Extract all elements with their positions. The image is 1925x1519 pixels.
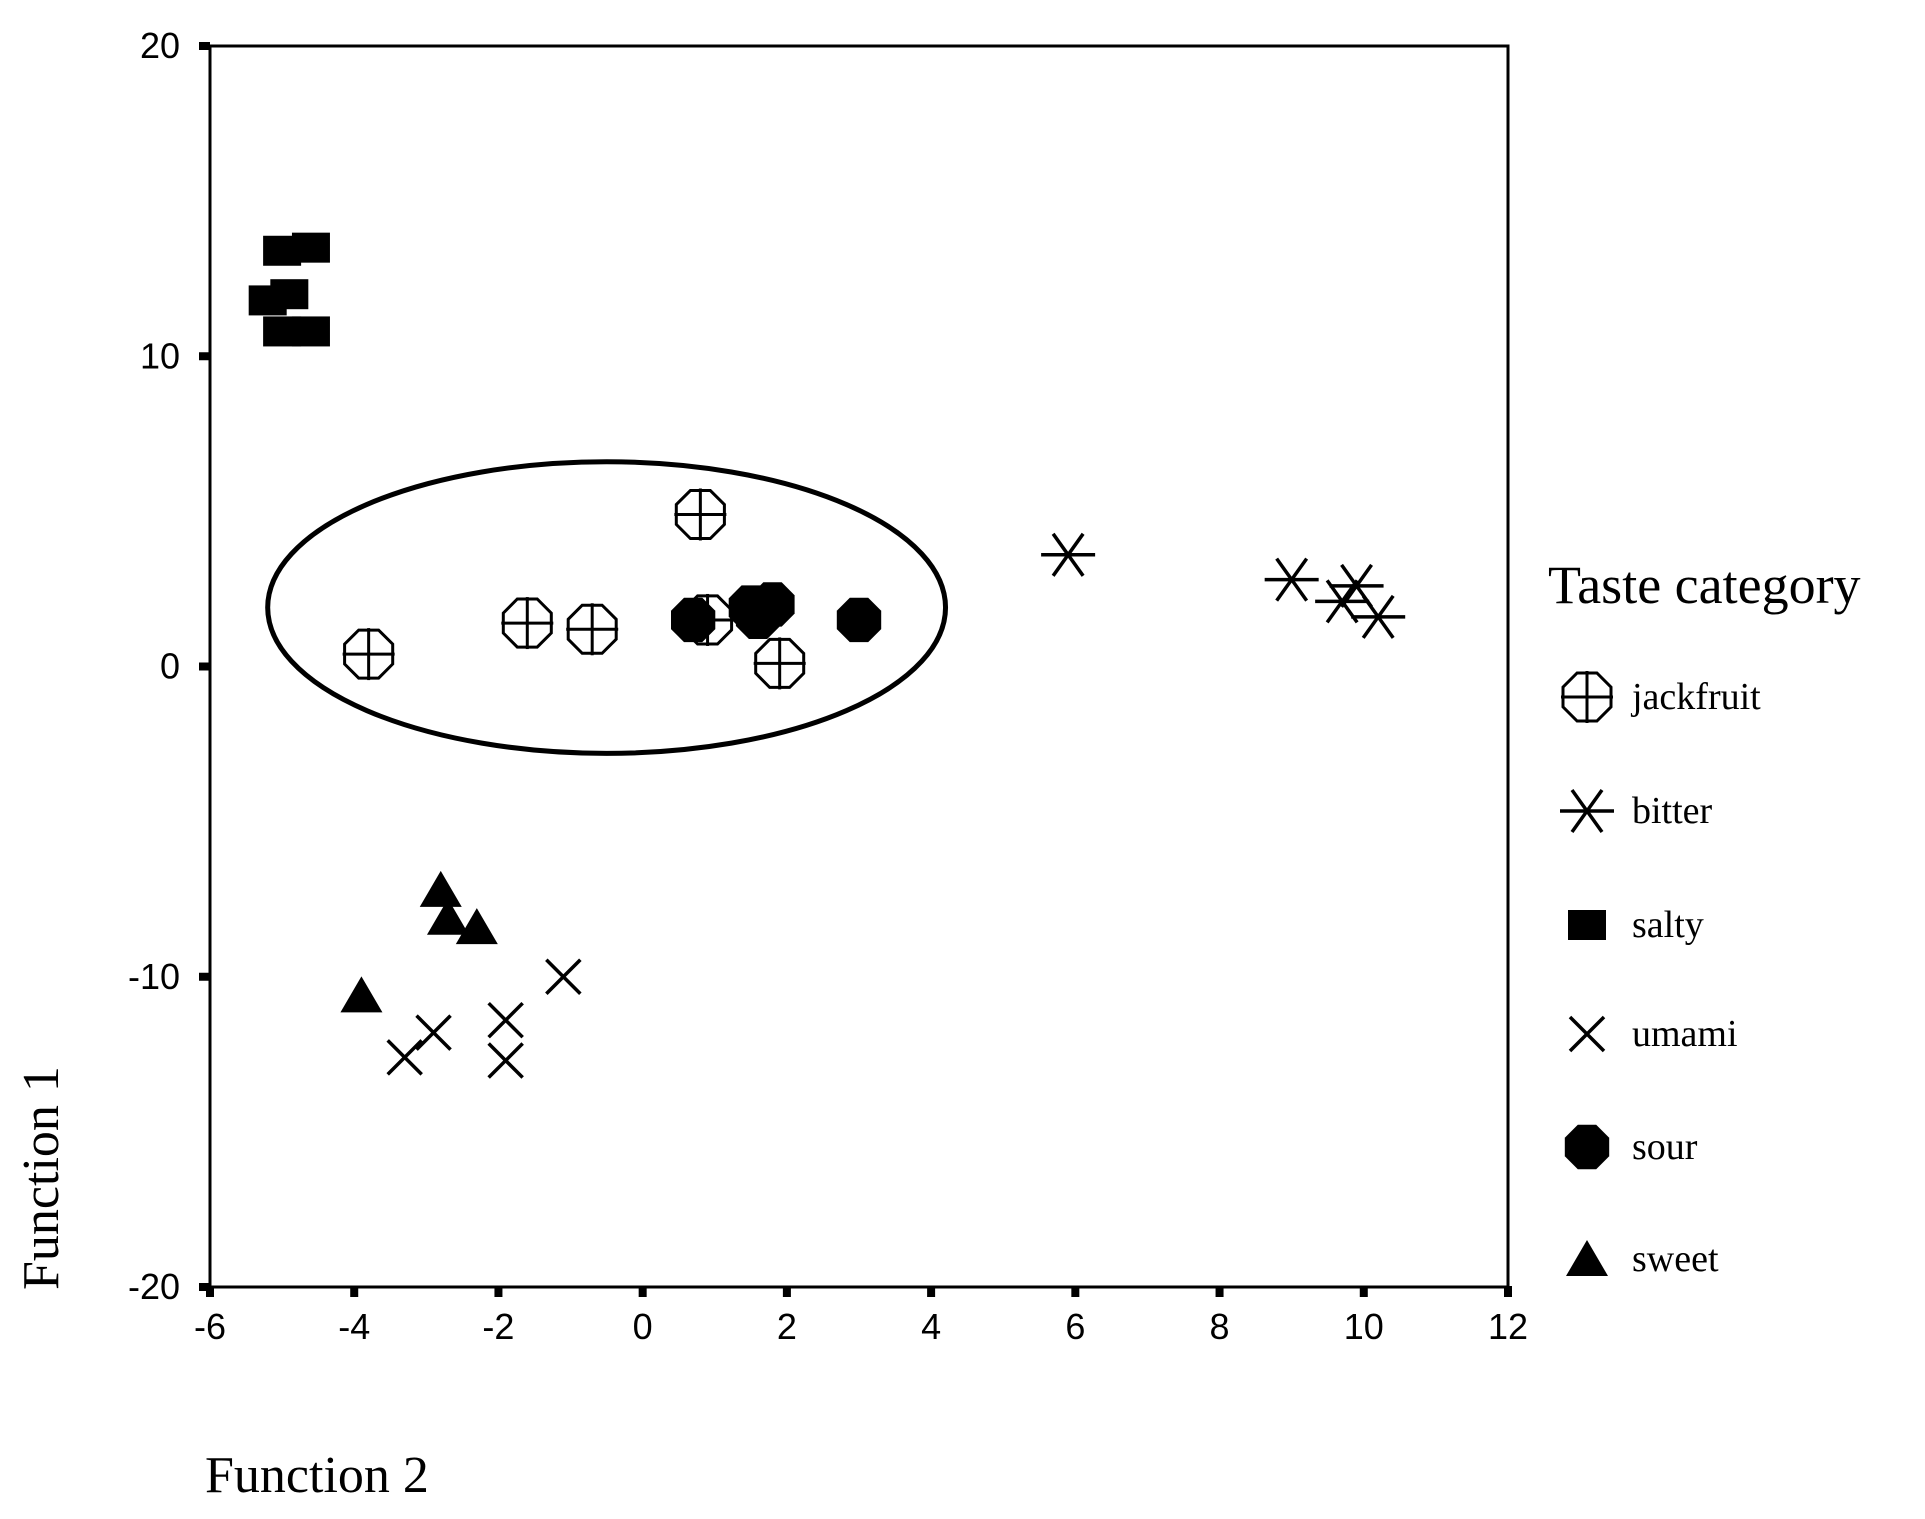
legend-label: salty	[1632, 904, 1704, 946]
plot-frame	[208, 44, 1510, 1289]
x-tick	[1071, 1286, 1080, 1297]
y-tick	[199, 42, 210, 50]
x-tick	[206, 1286, 214, 1297]
y-tick-label: 0	[160, 646, 180, 687]
x-tick-label: 10	[1344, 1306, 1384, 1347]
x-tick	[1215, 1286, 1224, 1297]
data-point-jackfruit	[342, 628, 395, 681]
y-tick-label: -20	[128, 1266, 180, 1307]
legend: Taste category jackfruit bitter salty umami s…	[1548, 555, 1861, 1280]
plot-area	[208, 44, 1510, 1289]
legend-marker-salty	[1568, 910, 1606, 940]
data-point-umami	[487, 1001, 524, 1039]
data-point-bitter	[1264, 557, 1319, 602]
legend-label: umami	[1632, 1013, 1738, 1055]
y-tick	[199, 972, 210, 981]
legend-item-sour: sour	[1564, 1124, 1698, 1170]
x-tick-label: -2	[482, 1306, 514, 1347]
x-tick-label: 12	[1488, 1306, 1528, 1347]
data-point-sweet	[426, 898, 469, 935]
legend-title: Taste category	[1548, 555, 1861, 615]
y-tick-label: 10	[140, 335, 180, 376]
data-point-umami	[487, 1042, 524, 1079]
data-point-sweet	[419, 870, 462, 907]
y-axis-title: Function 1	[13, 1066, 70, 1290]
data-point-umami	[545, 958, 582, 995]
data-point-salty	[270, 279, 309, 310]
x-tick	[1359, 1286, 1368, 1297]
data-point-sweet	[455, 908, 498, 945]
y-tick-label: 20	[140, 25, 180, 66]
x-tick	[927, 1286, 936, 1297]
x-tick-label: 2	[777, 1306, 797, 1347]
data-point-sour	[671, 597, 716, 643]
x-tick-label: 6	[1065, 1306, 1085, 1347]
data-point-sour	[836, 597, 882, 643]
data-point-sour	[750, 582, 795, 627]
data-point-bitter	[1041, 532, 1096, 577]
y-tick-label: -10	[128, 956, 180, 997]
data-point-umami	[415, 1014, 452, 1051]
data-point-salty	[291, 232, 330, 263]
legend-marker-bitter	[1560, 788, 1614, 834]
legend-item-sweet: sweet	[1566, 1238, 1719, 1280]
x-tick-label: -6	[194, 1306, 226, 1347]
legend-item-jackfruit: jackfruit	[1561, 671, 1761, 723]
legend-label: sweet	[1632, 1238, 1719, 1280]
x-tick	[1504, 1286, 1512, 1297]
legend-label: jackfruit	[1630, 676, 1761, 718]
data-point-sweet	[340, 976, 383, 1013]
data-point-bitter	[1351, 594, 1406, 639]
legend-item-umami: umami	[1568, 1013, 1738, 1055]
data-point-jackfruit	[674, 488, 727, 541]
x-tick-label: 4	[921, 1306, 941, 1347]
x-tick-label: 8	[1210, 1306, 1230, 1347]
data-point-jackfruit	[753, 637, 806, 690]
cluster-ellipse	[265, 459, 949, 756]
data-point-jackfruit	[566, 603, 619, 656]
x-tick	[494, 1286, 503, 1297]
x-tick-label: 0	[633, 1306, 653, 1347]
x-tick	[782, 1286, 791, 1297]
data-points	[248, 232, 1406, 1079]
x-axis-title: Function 2	[205, 1447, 429, 1504]
legend-label: sour	[1632, 1126, 1698, 1168]
data-point-jackfruit	[501, 597, 554, 650]
data-point-salty	[291, 316, 330, 347]
y-tick	[199, 1283, 210, 1291]
x-tick-label: -4	[338, 1306, 370, 1347]
legend-marker-umami	[1568, 1015, 1606, 1053]
legend-label: bitter	[1632, 790, 1713, 832]
legend-marker-sweet	[1566, 1240, 1608, 1276]
legend-item-salty: salty	[1568, 904, 1704, 946]
x-tick	[350, 1286, 359, 1297]
y-tick	[199, 662, 210, 671]
x-tick	[638, 1286, 647, 1297]
y-tick	[199, 352, 210, 361]
legend-marker-jackfruit	[1561, 671, 1613, 723]
legend-item-bitter: bitter	[1560, 788, 1713, 834]
legend-marker-sour	[1564, 1124, 1610, 1170]
data-point-umami	[386, 1039, 423, 1076]
